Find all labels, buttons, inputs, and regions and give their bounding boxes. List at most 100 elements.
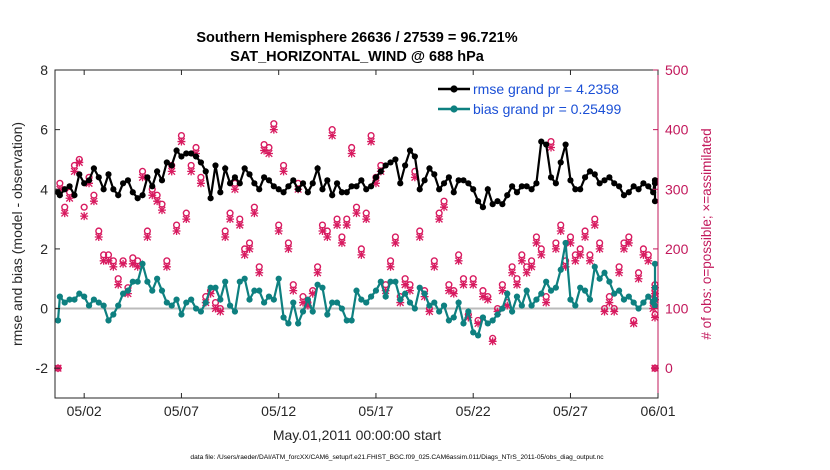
bias-point: [129, 278, 136, 285]
bias-point: [436, 308, 443, 315]
bias-point: [202, 299, 209, 306]
bias-point: [426, 302, 433, 309]
rmse-point: [295, 186, 302, 193]
rmse-point: [261, 174, 268, 181]
legend-box: [432, 76, 654, 120]
bias-point: [197, 308, 204, 315]
bias-point: [56, 293, 63, 300]
obs-assimilated-marker: [323, 233, 332, 241]
obs-assimilated-marker: [60, 209, 69, 218]
rmse-point: [620, 192, 628, 199]
bias-point: [572, 302, 579, 309]
obs-assimilated-marker: [401, 280, 410, 289]
rmse-point: [299, 180, 307, 187]
x-tick-label: 05/02: [67, 403, 102, 419]
rmse-point: [465, 180, 472, 187]
bias-point: [66, 296, 73, 303]
bias-point: [319, 284, 326, 291]
bias-point: [651, 284, 659, 291]
bias-point: [290, 299, 297, 306]
rmse-point: [285, 183, 292, 190]
bias-point: [261, 299, 268, 306]
bias-point: [538, 290, 545, 297]
obs-assimilated-marker: [133, 262, 142, 271]
obs-assimilated-marker: [610, 307, 619, 316]
rmse-point: [217, 189, 224, 196]
bias-point: [581, 287, 589, 294]
bias-point: [178, 311, 185, 318]
rmse-point: [596, 180, 603, 187]
rmse-point: [139, 192, 146, 199]
obs-assimilated-marker: [347, 149, 356, 158]
rmse-point: [324, 177, 331, 184]
bias-point: [635, 305, 642, 312]
bias-point: [188, 296, 195, 303]
rmse-point: [319, 186, 326, 193]
bias-point: [246, 296, 253, 303]
bias-point: [236, 278, 243, 285]
bias-point: [363, 299, 370, 306]
bias-point: [149, 287, 156, 294]
bias-point: [586, 296, 594, 303]
obs-assimilated-marker: [542, 298, 551, 307]
rmse-point: [192, 153, 200, 160]
obs-assimilated-marker: [167, 167, 176, 176]
rmse-point: [630, 183, 637, 190]
obs-assimilated-marker: [503, 301, 512, 310]
rmse-point: [651, 177, 659, 184]
obs-assimilated-marker: [269, 125, 278, 134]
obs-assimilated-marker: [488, 337, 497, 346]
bias-point: [183, 299, 190, 306]
rmse-point: [402, 162, 409, 169]
bias-point: [217, 296, 224, 303]
y-left-tick-label: -2: [36, 360, 49, 376]
obs-assimilated-marker: [527, 262, 536, 271]
rmse-point: [304, 189, 311, 196]
obs-assimilated-marker: [483, 295, 492, 304]
bias-point: [577, 284, 584, 291]
bias-point: [620, 296, 628, 303]
rmse-point: [343, 189, 350, 196]
bias-point: [440, 302, 448, 309]
obs-assimilated-marker: [342, 221, 351, 230]
obs-assimilated-marker: [386, 262, 395, 271]
rmse-point: [528, 186, 535, 193]
obs-assimilated-marker: [153, 197, 162, 206]
rmse-point: [188, 150, 195, 157]
bias-point: [382, 293, 389, 300]
bias-point: [324, 311, 331, 318]
bias-point: [295, 320, 302, 327]
rmse-point: [163, 159, 170, 166]
bias-point: [460, 320, 467, 327]
rmse-point: [470, 186, 477, 193]
bias-point: [489, 317, 496, 324]
bias-point: [61, 299, 68, 306]
obs-assimilated-marker: [299, 298, 307, 307]
y-right-tick-label: 500: [665, 62, 689, 78]
bias-point: [421, 290, 428, 297]
bias-point: [226, 302, 234, 309]
rmse-point: [149, 183, 156, 190]
bias-point: [411, 305, 418, 312]
bias-point: [416, 284, 423, 291]
bias-point: [256, 287, 263, 294]
bias-point: [567, 296, 574, 303]
rmse-point: [509, 183, 516, 190]
bias-point: [329, 299, 336, 306]
y-axis-left-label: rmse and bias (model - observation): [9, 122, 25, 346]
bias-point: [163, 299, 170, 306]
bias-point: [158, 287, 166, 294]
rmse-point: [144, 174, 151, 181]
rmse-point: [591, 171, 598, 178]
y-axis-left-ticks: -2 0 2 4 6 8: [36, 62, 60, 376]
bias-point: [625, 293, 632, 300]
obs-assimilated-marker: [303, 301, 312, 310]
rmse-point: [90, 165, 98, 172]
rmse-point: [256, 186, 263, 193]
rmse-point: [377, 168, 384, 175]
obs-assimilated-marker: [532, 238, 541, 247]
obs-assimilated-marker: [469, 280, 478, 289]
bias-point: [270, 296, 277, 303]
bias-point: [406, 299, 414, 306]
rmse-point: [479, 204, 487, 211]
